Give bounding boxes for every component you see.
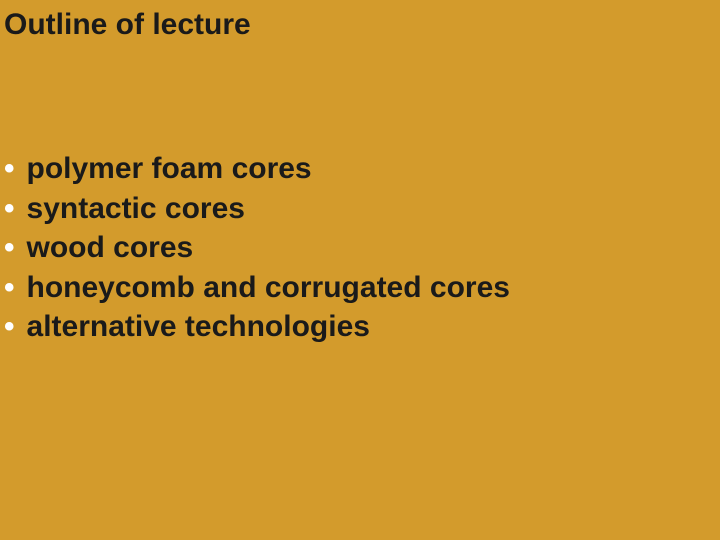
bullet-icon: • (4, 229, 15, 267)
bullet-text: polymer foam cores (27, 150, 312, 188)
list-item: • syntactic cores (4, 190, 510, 228)
bullet-icon: • (4, 308, 15, 346)
bullet-icon: • (4, 150, 15, 188)
bullet-icon: • (4, 190, 15, 228)
list-item: • honeycomb and corrugated cores (4, 269, 510, 307)
bullet-icon: • (4, 269, 15, 307)
list-item: • alternative technologies (4, 308, 510, 346)
bullet-text: alternative technologies (27, 308, 370, 346)
bullet-text: wood cores (27, 229, 194, 267)
slide-title: Outline of lecture (4, 8, 251, 42)
list-item: • wood cores (4, 229, 510, 267)
bullet-list: • polymer foam cores • syntactic cores •… (4, 150, 510, 348)
bullet-text: honeycomb and corrugated cores (27, 269, 510, 307)
bullet-text: syntactic cores (27, 190, 245, 228)
lecture-slide: Outline of lecture • polymer foam cores … (0, 0, 720, 540)
list-item: • polymer foam cores (4, 150, 510, 188)
